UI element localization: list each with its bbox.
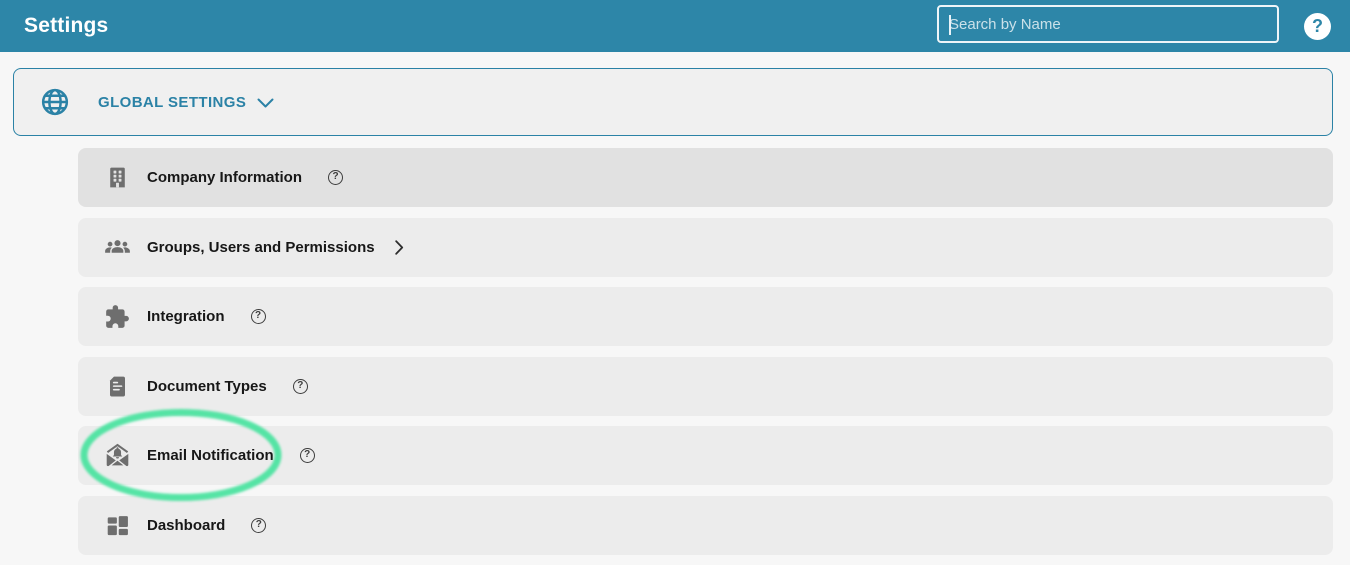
settings-item-label: Integration xyxy=(147,308,225,325)
item-help-icon[interactable]: ? xyxy=(250,309,266,324)
page-title: Settings xyxy=(24,14,109,37)
header-help-button[interactable]: ? xyxy=(1304,13,1331,40)
chevron-right-icon xyxy=(394,239,404,255)
settings-item-document-types[interactable]: Document Types ? xyxy=(78,356,1333,416)
settings-item-email-notification[interactable]: Email Notification ? xyxy=(78,426,1333,485)
search-box xyxy=(937,5,1279,43)
settings-item-company-information[interactable]: Company Information ? xyxy=(78,148,1333,207)
item-help-icon[interactable]: ? xyxy=(292,378,308,394)
settings-item-label: Dashboard xyxy=(147,516,226,534)
building-icon xyxy=(103,165,131,190)
item-help-icon[interactable]: ? xyxy=(251,517,267,533)
settings-item-label: Groups, Users and Permissions xyxy=(147,238,375,256)
global-settings-header[interactable]: GLOBAL SETTINGS xyxy=(13,68,1333,136)
settings-item-groups-users-permissions[interactable]: Groups, Users and Permissions xyxy=(78,217,1333,277)
settings-item-label: Document Types xyxy=(147,377,267,395)
settings-item-label: Email Notification xyxy=(147,447,274,464)
settings-item-label: Company Information xyxy=(147,169,303,186)
search-input[interactable] xyxy=(939,7,1277,41)
puzzle-icon xyxy=(103,304,131,330)
email-notification-icon xyxy=(103,442,131,469)
globe-icon xyxy=(41,88,69,116)
chevron-down-icon xyxy=(257,98,274,109)
global-settings-label: GLOBAL SETTINGS xyxy=(98,93,247,111)
settings-list: Company Information ? Groups, Users and … xyxy=(78,148,1333,565)
text-caret xyxy=(949,15,951,35)
settings-item-integration[interactable]: Integration ? xyxy=(78,287,1333,346)
settings-item-dashboard[interactable]: Dashboard ? xyxy=(78,495,1333,555)
item-help-icon[interactable]: ? xyxy=(328,170,344,185)
groups-icon xyxy=(103,234,131,261)
item-help-icon[interactable]: ? xyxy=(299,448,315,463)
document-icon xyxy=(103,374,131,399)
dashboard-icon xyxy=(103,513,131,538)
